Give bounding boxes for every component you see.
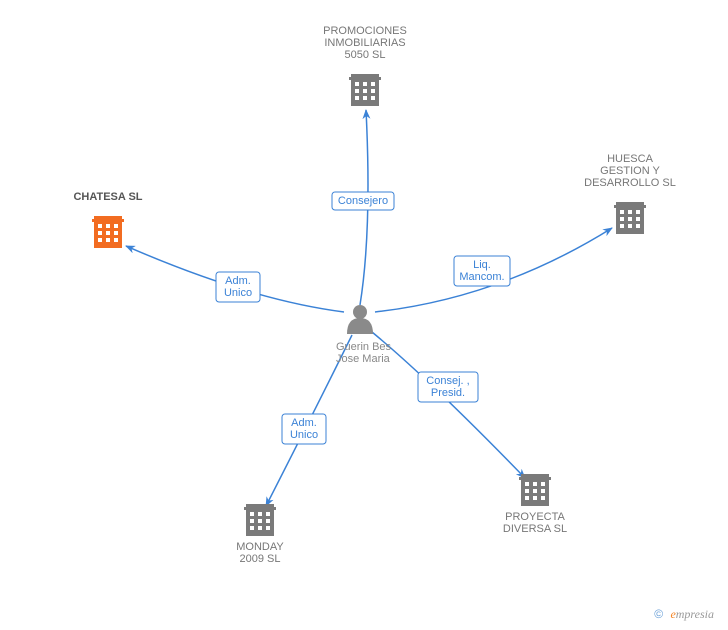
edge-label-text: Presid. — [431, 387, 465, 399]
edge-label-text: Unico — [290, 429, 318, 441]
network-diagram: Consejero Liq.Mancom. Consej. ,Presid. Adm.… — [0, 0, 728, 630]
edge-label-text: Adm. — [291, 417, 317, 429]
building-icon-chatesa — [92, 216, 124, 248]
node-label-line: DESARROLLO SL — [584, 177, 676, 189]
building-icon-huesca — [614, 202, 646, 234]
node-label-line: PROYECTA — [505, 511, 565, 523]
node-label-promociones: PROMOCIONESINMOBILIARIAS5050 SL — [323, 25, 407, 61]
node-label-line: PROMOCIONES — [323, 25, 407, 37]
edge-label-text: Liq. — [473, 259, 491, 271]
node-label-monday: MONDAY2009 SL — [236, 541, 284, 565]
edge-label-chatesa: Adm.Unico — [216, 272, 260, 302]
brand-rest: mpresia — [676, 607, 714, 621]
node-label-line: GESTION Y — [600, 165, 660, 177]
person-icon — [347, 305, 373, 334]
node-label-line: MONDAY — [236, 541, 284, 553]
node-label-line: INMOBILIARIAS — [324, 37, 405, 49]
copyright-symbol: © — [654, 607, 663, 621]
node-label-huesca: HUESCAGESTION YDESARROLLO SL — [584, 153, 676, 189]
edge-label-text: Adm. — [225, 275, 251, 287]
edge-label-text: Consej. , — [426, 375, 469, 387]
node-label-line: HUESCA — [607, 153, 654, 165]
edge-label-promociones: Consejero — [332, 192, 394, 210]
edge-label-text: Unico — [224, 287, 252, 299]
footer-credit: © empresia — [654, 607, 714, 622]
building-icon-proyecta — [519, 474, 551, 506]
center-label-line: Guerin Bes — [336, 341, 392, 353]
building-icon-monday — [244, 504, 276, 536]
edge-label-text: Mancom. — [459, 271, 504, 283]
node-label-chatesa: CHATESA SL — [73, 191, 142, 203]
edge-label-huesca: Liq.Mancom. — [454, 256, 510, 286]
node-label-line: 2009 SL — [240, 553, 281, 565]
node-label-line: 5050 SL — [345, 49, 386, 61]
node-label-proyecta: PROYECTADIVERSA SL — [503, 511, 567, 535]
edge-label-text: Consejero — [338, 195, 388, 207]
edge-label-proyecta: Consej. ,Presid. — [418, 372, 478, 402]
building-icon-promociones — [349, 74, 381, 106]
node-label-line: CHATESA SL — [73, 191, 142, 203]
node-label-line: DIVERSA SL — [503, 523, 567, 535]
edge-proyecta — [372, 332, 525, 478]
edge-label-monday: Adm.Unico — [282, 414, 326, 444]
center-label-line: Jose Maria — [336, 353, 391, 365]
